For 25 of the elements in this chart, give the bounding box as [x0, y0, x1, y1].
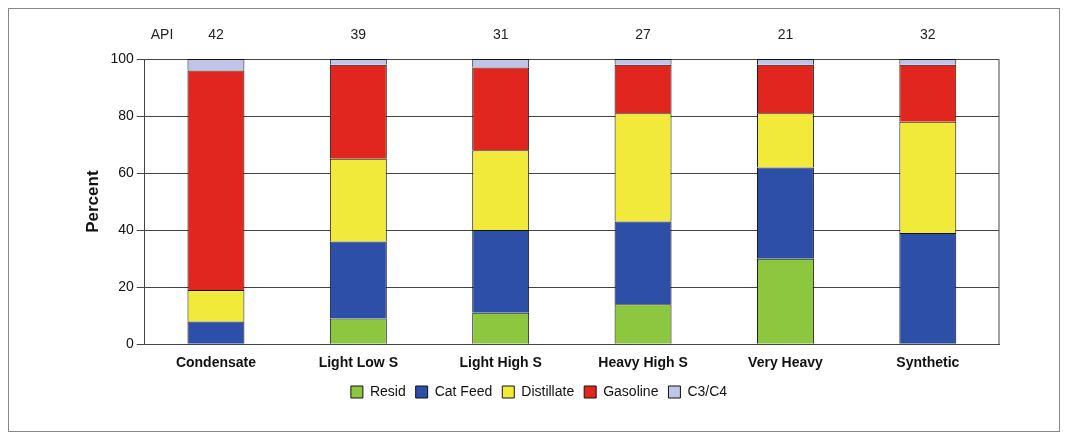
x-tick-label: Synthetic [896, 354, 960, 371]
text: 31 [492, 25, 509, 42]
x-tick-label: Heavy High S [598, 354, 688, 371]
x-tick-label: Light Low S [318, 354, 398, 371]
legend-label: Gasoline [603, 382, 659, 399]
legend-label: Distillate [521, 382, 575, 399]
x-tick-label: Light High S [459, 354, 542, 371]
text: 32 [920, 25, 936, 42]
legend-label: C3/C4 [687, 382, 728, 399]
y-tick-label: 40 [118, 220, 134, 237]
text: 39 [350, 25, 367, 42]
text: API [150, 25, 174, 42]
text: 27 [635, 25, 652, 42]
x-tick-label: Very Heavy [748, 354, 824, 371]
text: 42 [208, 25, 224, 42]
y-tick-label: 80 [118, 106, 134, 123]
y-axis-title: Percent [82, 170, 102, 233]
x-tick-label: Condensate [175, 354, 257, 371]
y-tick-label: 20 [118, 278, 134, 295]
y-tick-label: 100 [110, 49, 134, 66]
legend-label: Resid [369, 382, 406, 399]
text: 21 [777, 25, 794, 42]
legend-label: Cat Feed [434, 382, 493, 399]
y-tick-label: 0 [125, 335, 134, 352]
y-tick-label: 60 [118, 163, 134, 180]
